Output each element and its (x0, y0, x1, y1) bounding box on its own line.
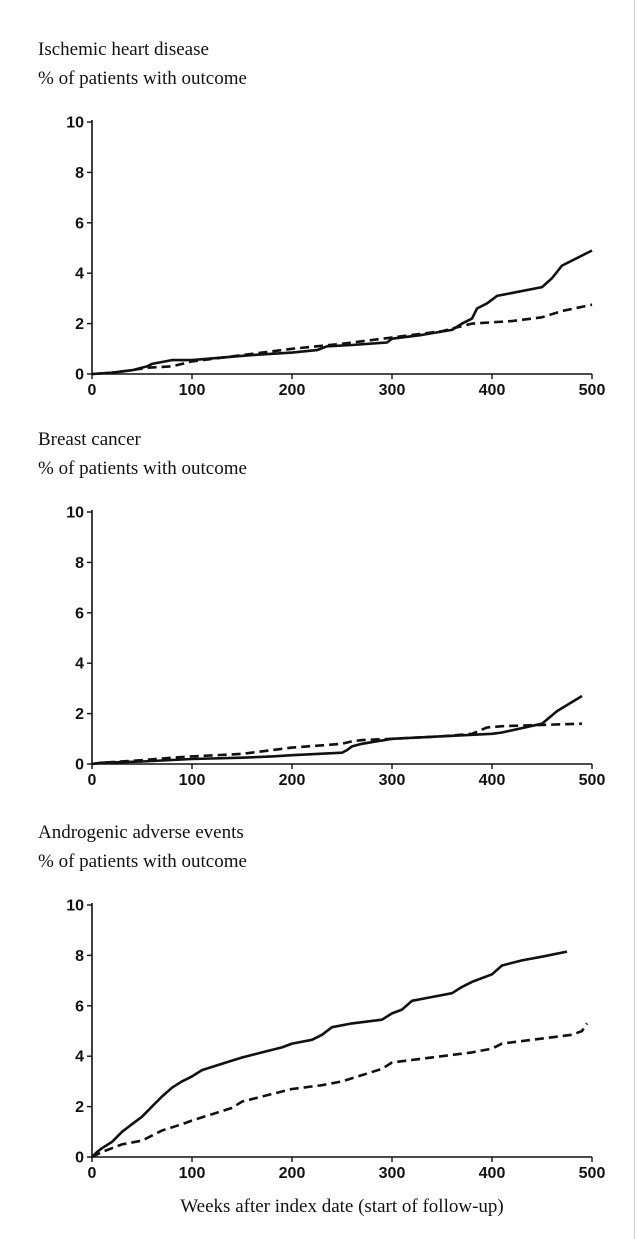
y-tick-label: 6 (75, 605, 84, 622)
y-axis-label: % of patients with outcome (38, 68, 247, 89)
chart-panel-2: Breast cancer % of patients with outcome 0… (38, 429, 605, 789)
x-tick-label: 100 (179, 772, 206, 789)
x-tick-label: 0 (88, 772, 97, 789)
series-line-solid (91, 950, 568, 1158)
series-line-solid (91, 249, 593, 376)
chart-title: Androgenic adverse events (38, 822, 244, 843)
y-tick-label: 0 (75, 367, 84, 384)
x-axis-label: Weeks after index date (start of follow-… (180, 1196, 503, 1217)
x-tick-label: 100 (179, 382, 206, 399)
x-tick-label: 300 (379, 772, 406, 789)
y-tick-label: 6 (75, 215, 84, 232)
y-tick-label: 2 (75, 316, 84, 333)
y-tick-label: 0 (75, 1150, 84, 1167)
y-tick-label: 8 (75, 165, 84, 182)
series-line-dashed (91, 303, 593, 376)
chart-title: Breast cancer (38, 429, 142, 450)
x-tick-label: 200 (279, 1165, 306, 1182)
series-line-dashed (91, 1022, 589, 1159)
x-tick-label: 200 (279, 772, 306, 789)
y-axis-label: % of patients with outcome (38, 458, 247, 479)
x-tick-label: 400 (479, 382, 506, 399)
series-line-dashed (91, 722, 583, 766)
y-tick-label: 10 (66, 505, 84, 522)
x-tick-label: 500 (579, 1165, 606, 1182)
y-tick-label: 0 (75, 757, 84, 774)
x-tick-label: 300 (379, 1165, 406, 1182)
y-tick-label: 8 (75, 555, 84, 572)
x-tick-label: 300 (379, 382, 406, 399)
y-tick-label: 4 (75, 1049, 84, 1066)
chart-panel-1: Ischemic heart disease % of patients with… (38, 39, 605, 399)
y-tick-label: 4 (75, 266, 84, 283)
x-tick-label: 0 (88, 382, 97, 399)
y-tick-label: 6 (75, 998, 84, 1015)
x-tick-label: 0 (88, 1165, 97, 1182)
y-tick-label: 10 (66, 898, 84, 915)
y-tick-label: 2 (75, 706, 84, 723)
x-tick-label: 500 (579, 382, 606, 399)
chart-title: Ischemic heart disease (38, 39, 209, 60)
y-tick-label: 8 (75, 948, 84, 965)
y-axis-label: % of patients with outcome (38, 851, 247, 872)
x-tick-label: 200 (279, 382, 306, 399)
x-tick-label: 400 (479, 772, 506, 789)
x-tick-label: 500 (579, 772, 606, 789)
chart-panel-3: Androgenic adverse events % of patients w… (38, 822, 605, 1217)
series-line-solid (91, 694, 583, 766)
y-tick-label: 4 (75, 656, 84, 673)
x-tick-label: 400 (479, 1165, 506, 1182)
y-tick-label: 2 (75, 1099, 84, 1116)
x-tick-label: 100 (179, 1165, 206, 1182)
y-tick-label: 10 (66, 115, 84, 132)
right-border-rule (634, 0, 635, 1239)
